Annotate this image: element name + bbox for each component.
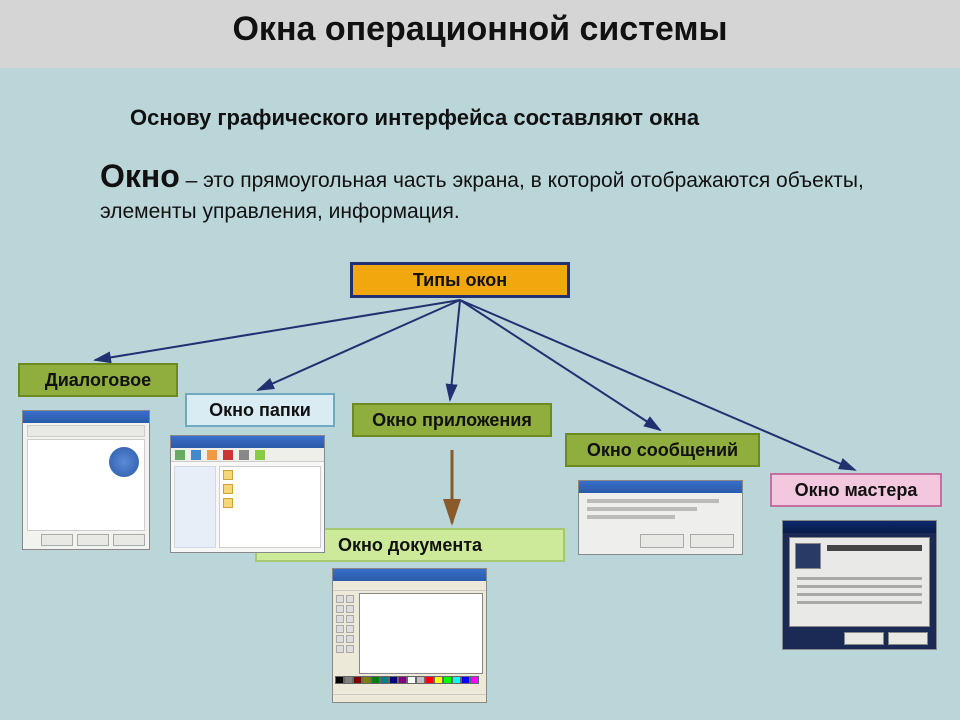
definition-rest: – это прямоугольная часть экрана, в кото…	[100, 169, 864, 223]
root-box: Типы окон	[350, 262, 570, 298]
node-box-wizard: Окно мастера	[770, 473, 942, 507]
thumbnail-folder-thumb	[170, 435, 325, 553]
node-box-app: Окно приложения	[352, 403, 552, 437]
thumbnail-msg-thumb	[578, 480, 743, 555]
window-titlebar	[333, 569, 486, 581]
definition-text: Окно – это прямоугольная часть экрана, в…	[100, 155, 880, 227]
window-titlebar	[579, 481, 742, 493]
window-titlebar	[783, 521, 936, 533]
thumbnail-wizard-thumb	[782, 520, 937, 650]
thumbnail-dialog-thumb	[22, 410, 150, 550]
window-titlebar	[171, 436, 324, 448]
definition-term: Окно	[100, 158, 180, 194]
thumbnail-doc-thumb	[332, 568, 487, 703]
node-box-folder: Окно папки	[185, 393, 335, 427]
node-box-msg: Окно сообщений	[565, 433, 760, 467]
window-titlebar	[23, 411, 149, 423]
node-box-dialog: Диалоговое	[18, 363, 178, 397]
page-title: Окна операционной системы	[0, 10, 960, 49]
intro-text: Основу графического интерфейса составляю…	[130, 105, 830, 131]
